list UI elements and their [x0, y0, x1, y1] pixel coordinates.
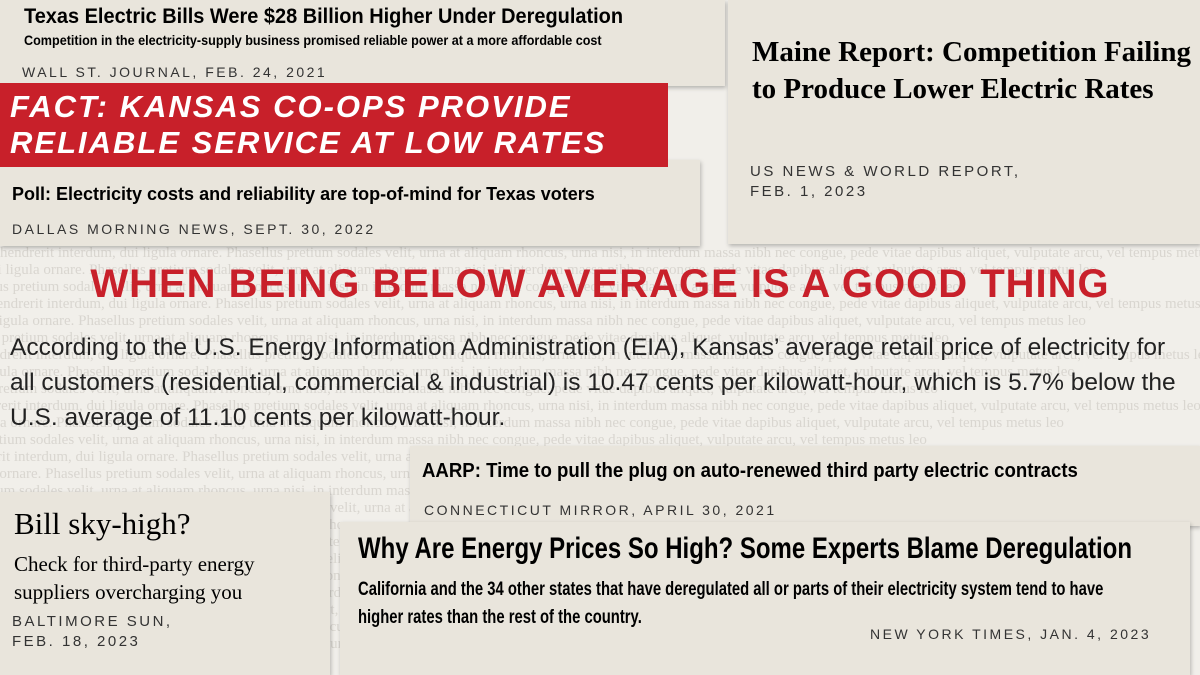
background-line: hendrerit interdum, dui ligula ornare. P…	[0, 347, 1200, 363]
background-line: hendrerit interdum, dui ligula ornare. P…	[0, 245, 1200, 261]
source: US NEWS & WORLD REPORT, FEB. 1, 2023	[750, 163, 1021, 200]
source: DALLAS MORNING NEWS, SEPT. 30, 2022	[12, 221, 376, 237]
banner-body: According to the U.S. Energy Information…	[10, 334, 1176, 431]
clipping: Texas Electric Bills Were $28 Billion Hi…	[0, 0, 725, 86]
headline: AARP: Time to pull the plug on auto-rene…	[422, 460, 1078, 482]
subhead: Check for third-party energy suppliers o…	[14, 552, 255, 604]
headline: Texas Electric Bills Were $28 Billion Hi…	[24, 5, 624, 28]
background-line: hendrerit interdum, dui ligula ornare. P…	[0, 262, 1097, 278]
source: WALL ST. JOURNAL, FEB. 24, 2021	[22, 64, 328, 80]
clipping: Maine Report: Competition Failing to Pro…	[728, 0, 1200, 244]
headline: Bill sky-high?	[14, 506, 191, 541]
clipping: Bill sky-high? Check for third-party ene…	[0, 492, 330, 675]
source: CONNECTICUT MIRROR, APRIL 30, 2021	[424, 502, 777, 518]
clipping: Poll: Electricity costs and reliability …	[0, 160, 700, 246]
subhead: California and the 34 other states that …	[358, 579, 1104, 628]
background-line: hendrerit interdum, dui ligula ornare. P…	[0, 296, 1200, 312]
source: NEW YORK TIMES, JAN. 4, 2023	[870, 626, 1152, 642]
source: BALTIMORE SUN, FEB. 18, 2023	[12, 613, 173, 650]
clipping: Why Are Energy Prices So High? Some Expe…	[340, 522, 1190, 675]
headline: Why Are Energy Prices So High? Some Expe…	[358, 532, 1132, 565]
background-line: hendrerit interdum, dui ligula ornare. P…	[0, 313, 1086, 329]
red-banner: FACT: KANSAS CO-OPS PROVIDE RELIABLE SER…	[0, 83, 668, 167]
headline: Maine Report: Competition Failing to Pro…	[752, 36, 1191, 105]
background-line: hendrerit interdum, dui ligula ornare. P…	[0, 398, 1200, 414]
background-line: hendrerit interdum, dui ligula ornare. P…	[0, 415, 1064, 431]
background-line: hendrerit interdum, dui ligula ornare. P…	[0, 432, 927, 448]
background-line: hendrerit interdum, dui ligula ornare. P…	[0, 279, 960, 295]
background-line: hendrerit interdum, dui ligula ornare. P…	[0, 330, 949, 346]
background-line: hendrerit interdum, dui ligula ornare. P…	[0, 364, 1075, 380]
subhead: Competition in the electricity-supply bu…	[24, 32, 602, 48]
banner-title: WHEN BEING BELOW AVERAGE IS A GOOD THING	[90, 262, 1110, 306]
headline: FACT: KANSAS CO-OPS PROVIDE RELIABLE SER…	[10, 89, 607, 160]
clipping: AARP: Time to pull the plug on auto-rene…	[410, 446, 1200, 526]
headline: Poll: Electricity costs and reliability …	[12, 184, 595, 204]
background-line: hendrerit interdum, dui ligula ornare. P…	[0, 381, 938, 397]
